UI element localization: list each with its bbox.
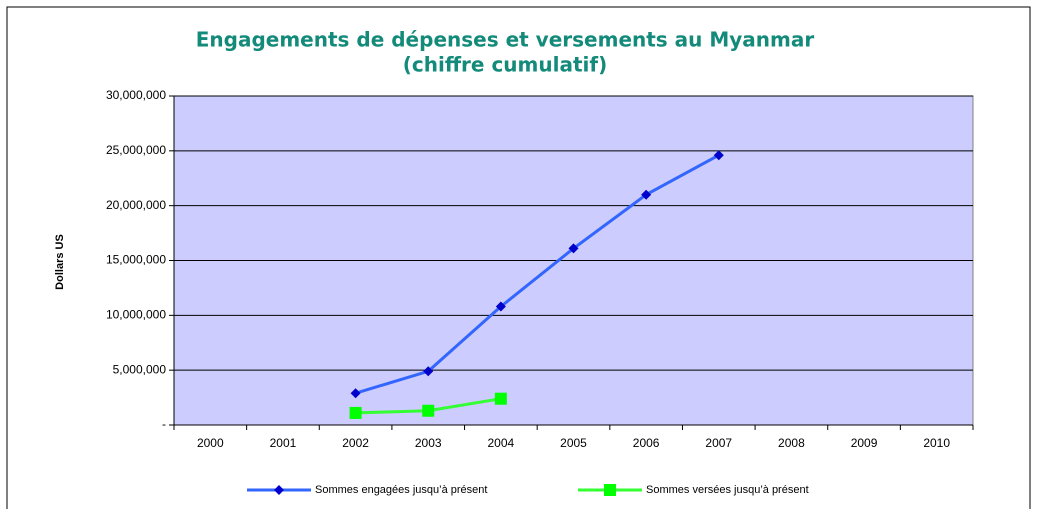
x-tick-label: 2007 [705, 436, 732, 450]
y-tick-label: - [162, 417, 166, 431]
y-tick-label: 20,000,000 [106, 198, 166, 212]
x-tick-label: 2000 [197, 436, 224, 450]
marker [604, 484, 616, 496]
marker [713, 150, 724, 161]
y-tick-label: 5,000,000 [113, 362, 167, 376]
marker [422, 404, 435, 417]
x-tick-label: 2003 [415, 436, 442, 450]
x-tick-label: 2001 [270, 436, 297, 450]
x-tick-label: 2005 [560, 436, 587, 450]
y-tick-label: 10,000,000 [106, 308, 166, 322]
x-tick-label: 2006 [633, 436, 660, 450]
marker [568, 243, 579, 254]
y-axis-label: Dollars US [54, 234, 66, 290]
chart-frame [6, 6, 1031, 509]
x-tick-label: 2008 [778, 436, 805, 450]
x-tick-label: 2010 [923, 436, 950, 450]
chart-subtitle: (chiffre cumulatif) [403, 53, 607, 77]
chart-title: Engagements de dépenses et versements au… [196, 28, 815, 52]
y-tick-label: 15,000,000 [106, 253, 166, 267]
marker [641, 189, 652, 200]
marker [274, 485, 284, 495]
x-tick-label: 2009 [851, 436, 878, 450]
marker [350, 388, 361, 399]
legend-label: Sommes engagées jusqu’à présent [315, 484, 487, 496]
y-tick-label: 30,000,000 [106, 88, 166, 102]
y-tick-label: 25,000,000 [106, 143, 166, 157]
series-line [355, 153, 720, 395]
x-tick-label: 2002 [342, 436, 369, 450]
marker [423, 366, 434, 377]
marker [494, 392, 507, 405]
marker [495, 301, 506, 312]
x-tick-label: 2004 [488, 436, 515, 450]
legend-label: Sommes versées jusqu’à présent [646, 484, 809, 496]
marker [349, 406, 362, 419]
